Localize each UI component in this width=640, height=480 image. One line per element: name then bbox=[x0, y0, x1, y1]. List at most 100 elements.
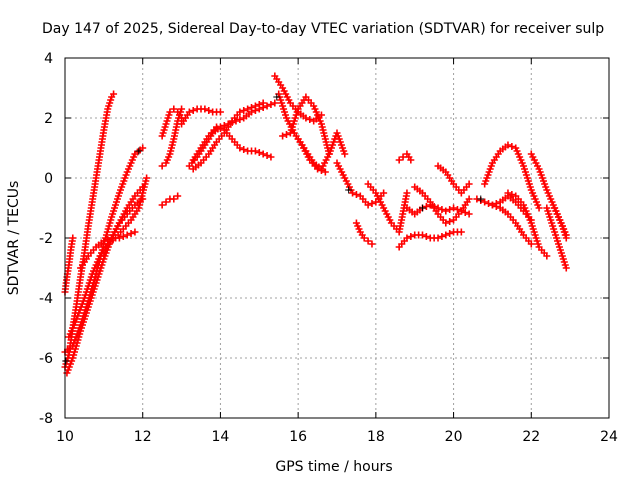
data-point bbox=[457, 228, 465, 236]
dark-data-point bbox=[418, 204, 426, 212]
data-point bbox=[450, 204, 458, 212]
data-point bbox=[119, 233, 127, 240]
data-point bbox=[236, 116, 244, 123]
data-point bbox=[453, 206, 461, 213]
data-point bbox=[139, 183, 147, 191]
data-point bbox=[368, 200, 376, 207]
x-tick-label: 12 bbox=[134, 429, 152, 445]
data-point bbox=[302, 114, 310, 122]
data-point bbox=[158, 162, 166, 170]
data-point bbox=[543, 252, 551, 260]
data-point bbox=[434, 234, 442, 242]
dark-data-point bbox=[345, 186, 353, 194]
data-point bbox=[248, 104, 256, 111]
data-point bbox=[259, 99, 267, 107]
data-point bbox=[442, 231, 450, 239]
data-point bbox=[508, 143, 516, 150]
data-point bbox=[321, 168, 329, 176]
data-point bbox=[158, 201, 166, 209]
data-point bbox=[240, 146, 248, 153]
data-point bbox=[485, 200, 493, 207]
data-point bbox=[446, 218, 454, 225]
data-point bbox=[255, 149, 263, 156]
data-point bbox=[185, 108, 193, 116]
data-point bbox=[562, 264, 570, 272]
data-point bbox=[282, 131, 290, 138]
data-point bbox=[504, 189, 512, 197]
data-point bbox=[368, 240, 376, 248]
data-point bbox=[527, 240, 535, 248]
data-point bbox=[535, 204, 543, 212]
data-point bbox=[115, 234, 123, 242]
data-point bbox=[403, 189, 411, 197]
data-point bbox=[259, 150, 267, 158]
x-tick-label: 20 bbox=[445, 429, 463, 445]
y-tick-label: 4 bbox=[44, 51, 53, 67]
data-point bbox=[465, 210, 473, 218]
data-point bbox=[131, 228, 139, 236]
data-point bbox=[251, 102, 259, 110]
data-point bbox=[201, 105, 209, 113]
data-point bbox=[461, 209, 469, 216]
data-point bbox=[562, 231, 570, 239]
data-point bbox=[267, 153, 275, 161]
dark-data-point bbox=[477, 195, 485, 203]
data-point bbox=[352, 191, 360, 198]
data-point bbox=[360, 234, 368, 242]
data-point bbox=[422, 233, 430, 240]
data-point bbox=[166, 108, 174, 116]
data-point bbox=[364, 237, 372, 245]
y-tick-label: -6 bbox=[39, 351, 53, 367]
data-point bbox=[465, 195, 473, 203]
data-point bbox=[236, 144, 244, 152]
data-point bbox=[438, 233, 446, 240]
x-tick-label: 24 bbox=[600, 429, 618, 445]
data-point bbox=[189, 107, 197, 114]
data-point bbox=[251, 147, 259, 155]
data-point bbox=[263, 152, 271, 159]
x-tick-label: 16 bbox=[289, 429, 307, 445]
data-point bbox=[110, 90, 118, 98]
data-point bbox=[263, 102, 271, 110]
data-point bbox=[504, 141, 512, 149]
data-point bbox=[100, 237, 108, 245]
data-point bbox=[349, 189, 357, 197]
x-tick-label: 18 bbox=[367, 429, 385, 445]
data-points bbox=[61, 72, 570, 377]
data-point bbox=[271, 99, 279, 107]
data-point bbox=[438, 206, 446, 213]
data-point bbox=[69, 234, 77, 242]
data-point bbox=[170, 195, 178, 203]
y-tick-label: -8 bbox=[39, 411, 53, 427]
dark-data-point bbox=[273, 93, 281, 101]
data-point bbox=[279, 132, 287, 140]
data-point bbox=[492, 203, 500, 210]
data-point bbox=[255, 101, 263, 108]
data-point bbox=[205, 107, 213, 114]
dark-data-point bbox=[135, 147, 143, 155]
data-point bbox=[364, 201, 372, 209]
data-point bbox=[446, 230, 454, 237]
data-point bbox=[267, 101, 275, 108]
data-point bbox=[508, 191, 516, 198]
data-point bbox=[306, 116, 314, 123]
x-axis-label: GPS time / hours bbox=[275, 459, 392, 475]
data-point bbox=[240, 107, 248, 114]
data-point bbox=[236, 108, 244, 116]
x-tick-label: 22 bbox=[522, 429, 540, 445]
data-point bbox=[481, 198, 489, 206]
y-tick-label: 0 bbox=[44, 171, 53, 187]
data-point bbox=[407, 156, 415, 164]
y-tick-label: 2 bbox=[44, 111, 53, 127]
data-point bbox=[174, 192, 182, 200]
dark-data-point bbox=[62, 357, 70, 365]
plot-frame bbox=[64, 57, 610, 419]
data-point bbox=[341, 150, 349, 158]
data-point bbox=[216, 125, 224, 132]
y-tick-label: -4 bbox=[39, 291, 53, 307]
x-tick-label: 10 bbox=[56, 429, 74, 445]
data-point bbox=[465, 180, 473, 188]
data-point bbox=[442, 219, 450, 227]
